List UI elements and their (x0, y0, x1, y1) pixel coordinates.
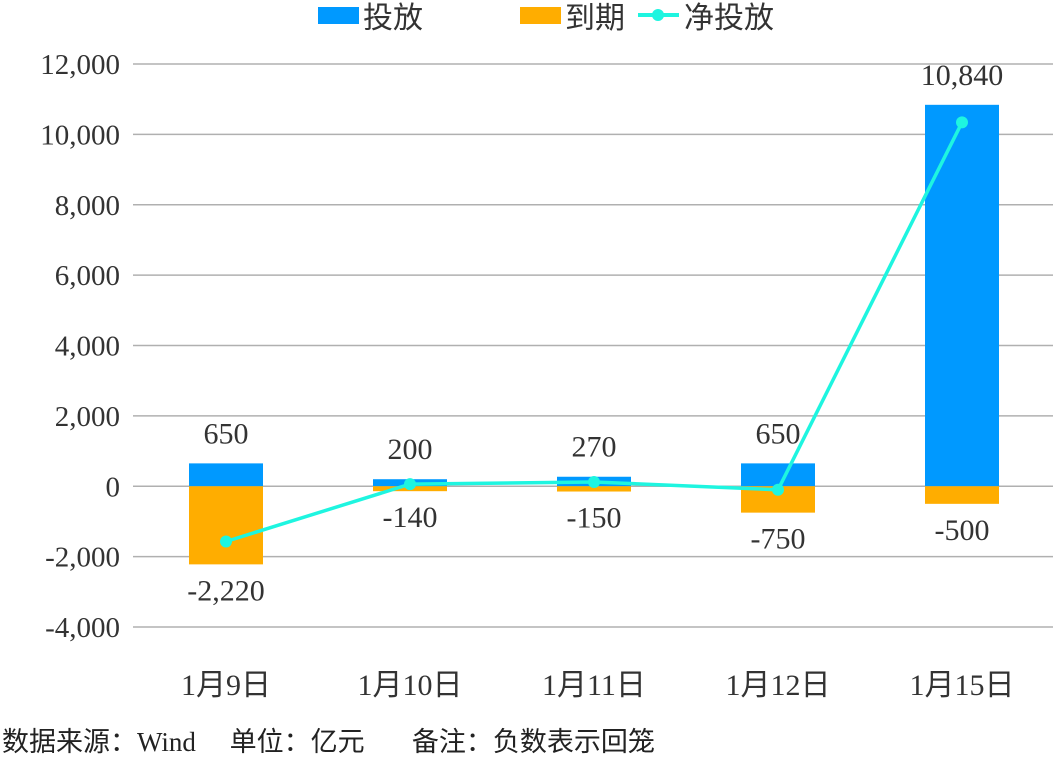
bar-positive (741, 463, 815, 487)
y-tick-label: 12,000 (40, 49, 120, 81)
bar-positive (925, 104, 999, 487)
bar-negative (189, 486, 263, 565)
net-point (404, 478, 416, 491)
bar-positive (189, 463, 263, 487)
y-tick-label: -2,000 (45, 542, 120, 574)
y-tick-label: -4,000 (45, 612, 120, 644)
data-label: -150 (567, 502, 622, 535)
x-tick-label: 1月9日 (181, 669, 271, 702)
x-tick-label: 1月12日 (726, 669, 831, 702)
legend-label: 净投放 (684, 2, 774, 35)
data-label: 200 (388, 433, 433, 466)
net-point (588, 476, 600, 489)
chart: -4,000 -2,000 0 2,000 4,000 6,000 8,000 10,000 1… (40, 2, 1053, 702)
legend-swatch (318, 7, 359, 24)
bar-negative (557, 486, 631, 492)
net-point (220, 535, 232, 548)
x-tick-label: 1月10日 (358, 669, 463, 702)
y-tick-label: 2,000 (55, 401, 120, 433)
net-point (772, 483, 784, 496)
bar-negative (925, 486, 999, 504)
y-tick-label: 10,000 (40, 119, 120, 151)
footnote: 数据来源：Wind 单位：亿元 备注：负数表示回笼 (2, 727, 655, 757)
legend-label: 到期 (565, 2, 625, 35)
data-label: 650 (756, 417, 801, 450)
data-label: -140 (383, 501, 438, 534)
data-label: -2,220 (187, 574, 265, 607)
data-label: 270 (572, 431, 617, 464)
data-label: 650 (204, 417, 249, 450)
x-tick-label: 1月15日 (910, 669, 1015, 702)
legend-label: 投放 (363, 2, 423, 35)
data-label: 10,840 (921, 59, 1004, 92)
net-point (956, 116, 968, 129)
x-tick-label: 1月11日 (542, 669, 646, 702)
y-tick-label: 0 (106, 471, 121, 503)
y-tick-label: 8,000 (55, 190, 120, 222)
y-tick-label: 4,000 (55, 331, 120, 363)
legend-marker (652, 9, 664, 21)
data-label: -750 (751, 523, 806, 556)
y-tick-label: 6,000 (55, 260, 120, 292)
legend-swatch (520, 7, 561, 24)
data-label: -500 (935, 514, 990, 547)
